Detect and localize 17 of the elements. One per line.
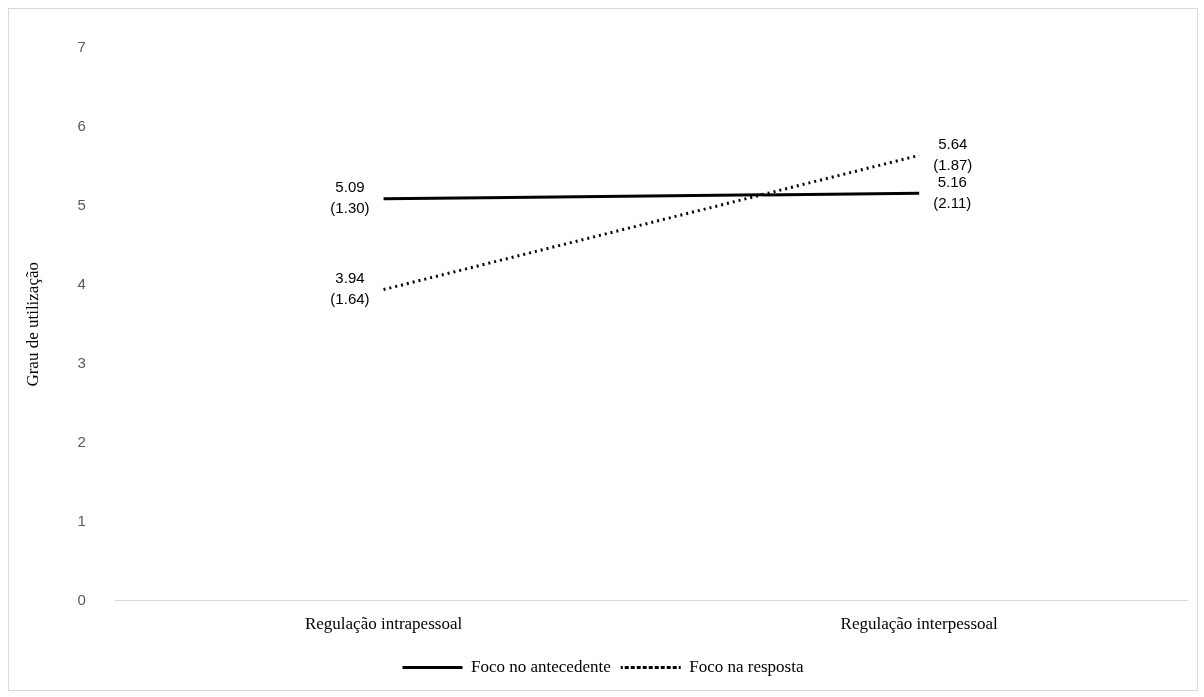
data-label: 5.64 (1.87) [933,135,973,173]
y-tick-label: 1 [77,511,86,529]
y-axis-title: Grau de utilização [22,262,42,387]
x-tick-label: Regulação intrapessoal [304,614,463,634]
x-tick-label: Regulação interpessoal [840,614,999,634]
legend-label: Foco na resposta [689,656,804,676]
legend-label: Foco no antecedente [471,656,611,676]
data-label: 5.09 (1.30) [330,178,370,217]
y-tick-label: 0 [77,590,86,608]
data-label: 5.16 (2.11) [933,172,972,211]
y-tick-label: 6 [77,117,86,135]
y-tick-label: 3 [77,353,86,371]
y-tick-label: 4 [77,274,86,292]
y-tick-label: 2 [77,432,86,450]
y-tick-label: 7 [77,38,86,56]
y-tick-label: 5 [77,196,86,214]
data-label: 3.94 (1.64) [330,269,370,308]
